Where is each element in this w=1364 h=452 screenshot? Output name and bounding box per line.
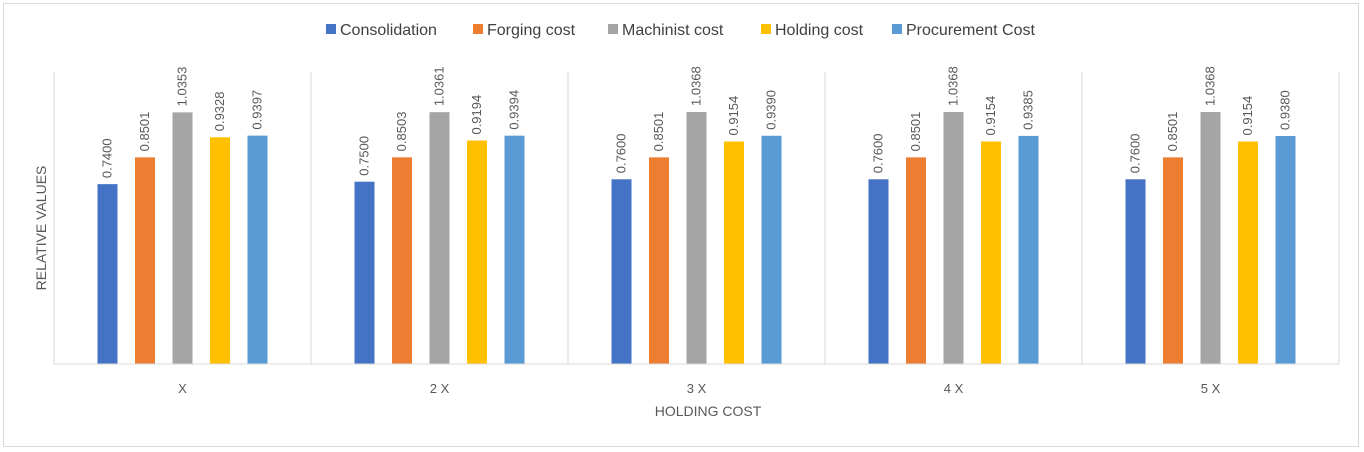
legend: Consolidation Forging cost Machinist cost H… bbox=[326, 22, 1035, 39]
legend-swatch bbox=[326, 24, 336, 34]
legend-label: Forging cost bbox=[487, 22, 576, 39]
data-label: 0.9394 bbox=[507, 90, 522, 130]
bar bbox=[392, 157, 412, 364]
bar bbox=[943, 112, 964, 364]
legend-item-0: Consolidation bbox=[326, 22, 437, 39]
legend-swatch bbox=[473, 24, 483, 34]
data-label: 0.9194 bbox=[469, 95, 484, 135]
data-label: 0.9154 bbox=[1240, 96, 1255, 136]
data-label: 0.8501 bbox=[651, 112, 666, 152]
bar bbox=[97, 184, 118, 364]
category-separators bbox=[53, 72, 1340, 364]
legend-item-3: Holding cost bbox=[761, 22, 864, 39]
x-tick-labels: X 2 X 3 X 4 X 5 X bbox=[178, 381, 1220, 396]
bar bbox=[1200, 112, 1221, 364]
data-label: 0.7500 bbox=[357, 136, 372, 176]
bar bbox=[686, 112, 707, 364]
bar bbox=[504, 135, 525, 364]
data-label: 0.9154 bbox=[726, 96, 741, 136]
bar bbox=[761, 135, 782, 364]
x-axis-title: HOLDING COST bbox=[655, 403, 762, 419]
legend-label: Machinist cost bbox=[622, 22, 724, 39]
data-label: 0.9328 bbox=[212, 92, 227, 132]
data-labels: 0.7400 0.8501 1.0353 0.9328 0.9397 0.7500 0.85… bbox=[100, 66, 1293, 178]
x-tick-label: 3 X bbox=[687, 381, 707, 396]
data-label: 0.8501 bbox=[1165, 112, 1180, 152]
data-label: 1.0361 bbox=[432, 66, 447, 106]
bar bbox=[1238, 141, 1258, 364]
bar bbox=[1018, 135, 1039, 364]
x-tick-label: X bbox=[178, 381, 187, 396]
data-label: 0.8501 bbox=[137, 112, 152, 152]
bar bbox=[1163, 157, 1183, 364]
bars bbox=[97, 112, 1296, 364]
legend-item-2: Machinist cost bbox=[608, 22, 724, 39]
data-label: 0.9380 bbox=[1278, 90, 1293, 130]
x-tick-label: 4 X bbox=[944, 381, 964, 396]
data-label: 0.9397 bbox=[250, 90, 265, 130]
bar bbox=[611, 179, 632, 364]
y-axis-title: RELATIVE VALUES bbox=[33, 166, 49, 291]
legend-swatch bbox=[608, 24, 618, 34]
data-label: 1.0368 bbox=[1203, 66, 1218, 106]
data-label: 1.0368 bbox=[946, 66, 961, 106]
bar bbox=[429, 112, 450, 364]
bar bbox=[210, 137, 230, 364]
data-label: 0.7600 bbox=[1128, 134, 1143, 174]
data-label: 1.0368 bbox=[689, 66, 704, 106]
bar bbox=[467, 140, 487, 364]
bar bbox=[247, 135, 268, 364]
data-label: 0.8503 bbox=[394, 112, 409, 152]
data-label: 0.9154 bbox=[983, 96, 998, 136]
bar bbox=[906, 157, 926, 364]
legend-label: Consolidation bbox=[340, 22, 437, 39]
bar bbox=[1125, 179, 1146, 364]
legend-swatch bbox=[761, 24, 771, 34]
bar bbox=[135, 157, 155, 364]
data-label: 0.7600 bbox=[614, 134, 629, 174]
data-label: 0.7400 bbox=[100, 138, 115, 178]
bar bbox=[981, 141, 1001, 364]
data-label: 1.0353 bbox=[175, 67, 190, 107]
bar bbox=[868, 179, 889, 364]
data-label: 0.9385 bbox=[1021, 90, 1036, 130]
legend-item-4: Procurement Cost bbox=[892, 22, 1035, 39]
data-label: 0.8501 bbox=[908, 112, 923, 152]
legend-label: Holding cost bbox=[775, 22, 864, 39]
legend-label: Procurement Cost bbox=[906, 22, 1035, 39]
data-label: 0.9390 bbox=[764, 90, 779, 130]
legend-item-1: Forging cost bbox=[473, 22, 576, 39]
bar bbox=[354, 181, 375, 364]
legend-swatch bbox=[892, 24, 902, 34]
bar bbox=[724, 141, 744, 364]
bar bbox=[1275, 136, 1296, 364]
x-tick-label: 2 X bbox=[430, 381, 450, 396]
bar bbox=[172, 112, 193, 364]
x-tick-label: 5 X bbox=[1201, 381, 1221, 396]
bar bbox=[649, 157, 669, 364]
data-label: 0.7600 bbox=[871, 134, 886, 174]
